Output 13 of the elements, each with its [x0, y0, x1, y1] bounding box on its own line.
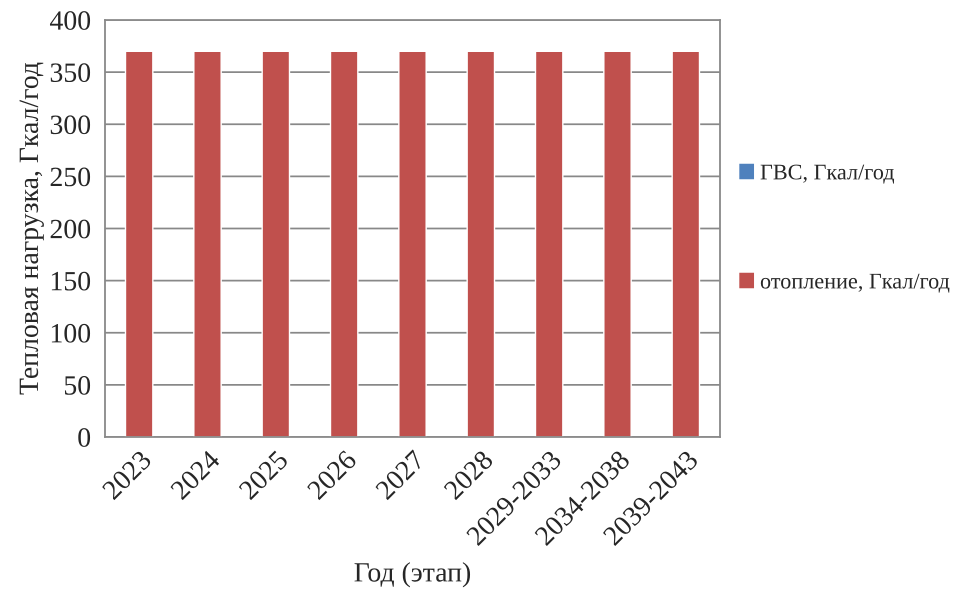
y-tick-label: 400 — [50, 11, 90, 30]
y-tick-label: 50 — [64, 376, 90, 395]
legend-label: отопление, Гкал/год — [760, 274, 950, 293]
x-axis-title: Год (этап) — [354, 562, 470, 588]
y-axis-title: Тепловая нагрузка, Гкал/год — [20, 62, 44, 395]
y-tick-label: 300 — [50, 115, 90, 134]
y-tick-label: 200 — [50, 220, 90, 238]
y-tick-label: 350 — [50, 63, 90, 82]
y-tick-label: 0 — [78, 428, 90, 447]
y-tick-label: 100 — [52, 324, 90, 343]
y-tick-label: 150 — [52, 272, 90, 291]
legend-label: ГВС, Гкал/год — [760, 164, 894, 184]
y-tick-label: 250 — [50, 168, 90, 186]
